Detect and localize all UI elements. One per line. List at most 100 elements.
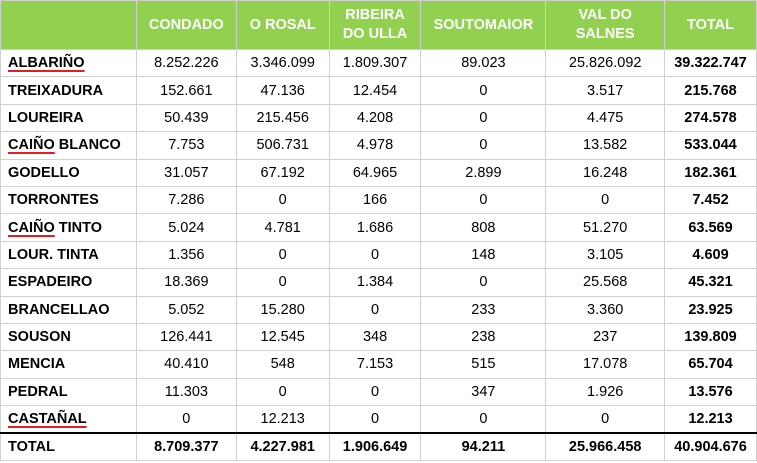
row-total-cell: 7.452	[664, 185, 757, 215]
variety-name-underlined: CAIÑO	[8, 219, 55, 236]
variety-name: CAIÑO TINTO	[0, 213, 137, 242]
variety-name: BRANCELLAO	[0, 295, 137, 324]
row-total-cell: 23.925	[664, 295, 757, 324]
row-total-cell: 182.361	[664, 158, 757, 187]
value-cell: 548	[235, 350, 330, 379]
value-cell: 4.781	[235, 213, 330, 242]
table-row: LOUR. TINTA 1.356 0 0 148 3.105 4.609	[0, 240, 757, 270]
variety-name-text: ESPADEIRO	[8, 274, 93, 291]
table-row: MENCIA 40.410 548 7.153 515 17.078 65.704	[0, 350, 757, 379]
value-cell: 2.899	[420, 158, 547, 187]
value-cell: 233	[420, 295, 547, 324]
value-cell: 0	[328, 377, 422, 407]
value-cell: 3.360	[545, 295, 666, 324]
value-cell: 47.136	[235, 76, 330, 105]
value-cell: 0	[420, 405, 547, 434]
variety-name: PEDRAL	[0, 377, 137, 407]
value-cell: 31.057	[135, 158, 237, 187]
value-cell: 1.809.307	[328, 48, 422, 78]
value-cell: 0	[235, 377, 330, 407]
value-cell: 0	[328, 295, 422, 324]
value-cell: 126.441	[135, 322, 237, 352]
row-total-cell: 39.322.747	[664, 48, 757, 78]
variety-name: CAIÑO BLANCO	[0, 131, 137, 160]
value-cell: 4.208	[328, 103, 422, 133]
value-cell: 15.280	[235, 295, 330, 324]
table-row: CASTAÑAL 0 12.213 0 0 0 12.213	[0, 405, 757, 434]
row-total-cell: 63.569	[664, 213, 757, 242]
value-cell: 3.517	[545, 76, 666, 105]
table-row: PEDRAL 11.303 0 0 347 1.926 13.576	[0, 377, 757, 407]
table-row: TREIXADURA 152.661 47.136 12.454 0 3.517 215.7…	[0, 76, 757, 105]
variety-name-text: BRANCELLAO	[8, 301, 110, 318]
value-cell: 7.153	[328, 350, 422, 379]
variety-name-underlined: CAIÑO	[8, 137, 55, 154]
header-val-do-salnes: VAL DO SALNES	[545, 0, 666, 50]
table-row: LOUREIRA 50.439 215.456 4.208 0 4.475 274.578	[0, 103, 757, 133]
variety-name-text: LOUR. TINTA	[8, 246, 99, 263]
column-total-cell: 25.966.458	[545, 431, 666, 461]
value-cell: 51.270	[545, 213, 666, 242]
value-cell: 215.456	[235, 103, 330, 133]
value-cell: 16.248	[545, 158, 666, 187]
table-row: SOUSON 126.441 12.545 348 238 237 139.809	[0, 322, 757, 352]
header-condado: CONDADO	[135, 0, 237, 50]
value-cell: 0	[420, 103, 547, 133]
value-cell: 12.213	[235, 405, 330, 434]
variety-name-text: BLANCO	[54, 137, 121, 154]
value-cell: 0	[420, 76, 547, 105]
variety-name: ESPADEIRO	[0, 268, 137, 297]
header-corner	[0, 0, 137, 50]
value-cell: 1.926	[545, 377, 666, 407]
variety-name-text: TREIXADURA	[8, 82, 104, 99]
value-cell: 7.753	[135, 131, 237, 160]
variety-name-text: MENCIA	[8, 356, 66, 373]
value-cell: 5.024	[135, 213, 237, 242]
value-cell: 8.252.226	[135, 48, 237, 78]
variety-name-underlined: CASTAÑAL	[8, 411, 87, 428]
column-total-cell: 4.227.981	[235, 431, 330, 461]
value-cell: 7.286	[135, 185, 237, 215]
value-cell: 17.078	[545, 350, 666, 379]
table-row: ALBARIÑO 8.252.226 3.346.099 1.809.307 89.02…	[0, 48, 757, 78]
value-cell: 152.661	[135, 76, 237, 105]
variety-name: SOUSON	[0, 322, 137, 352]
row-total-cell: 12.213	[664, 405, 757, 434]
value-cell: 348	[328, 322, 422, 352]
row-total-cell: 45.321	[664, 268, 757, 297]
value-cell: 5.052	[135, 295, 237, 324]
value-cell: 12.454	[328, 76, 422, 105]
value-cell: 0	[328, 405, 422, 434]
row-total-cell: 215.768	[664, 76, 757, 105]
variety-name: LOUR. TINTA	[0, 240, 137, 270]
value-cell: 0	[235, 240, 330, 270]
value-cell: 515	[420, 350, 547, 379]
row-total-cell: 13.576	[664, 377, 757, 407]
value-cell: 808	[420, 213, 547, 242]
row-total-cell: 533.044	[664, 131, 757, 160]
value-cell: 0	[235, 185, 330, 215]
totals-label: TOTAL	[0, 431, 137, 461]
header-o-rosal: O ROSAL	[235, 0, 330, 50]
row-total-cell: 65.704	[664, 350, 757, 379]
table-body: ALBARIÑO 8.252.226 3.346.099 1.809.307 89.02…	[0, 48, 757, 461]
variety-name-text: TINTO	[54, 219, 102, 236]
variety-name-text: SOUSON	[8, 329, 71, 346]
value-cell: 64.965	[328, 158, 422, 187]
value-cell: 0	[420, 131, 547, 160]
value-cell: 0	[420, 185, 547, 215]
value-cell: 237	[545, 322, 666, 352]
row-total-cell: 139.809	[664, 322, 757, 352]
table-row: CAIÑO BLANCO 7.753 506.731 4.978 0 13.582 533.…	[0, 131, 757, 160]
value-cell: 148	[420, 240, 547, 270]
totals-row: TOTAL 8.709.377 4.227.981 1.906.649 94.211 25…	[0, 431, 757, 461]
grand-total-cell: 40.904.676	[664, 431, 757, 461]
table-row: GODELLO 31.057 67.192 64.965 2.899 16.248 182.…	[0, 158, 757, 187]
value-cell: 3.105	[545, 240, 666, 270]
variety-name: CASTAÑAL	[0, 405, 137, 434]
table-row: TORRONTES 7.286 0 166 0 0 7.452	[0, 185, 757, 215]
value-cell: 1.356	[135, 240, 237, 270]
value-cell: 4.978	[328, 131, 422, 160]
variety-name: TORRONTES	[0, 185, 137, 215]
header-total: TOTAL	[664, 0, 757, 50]
